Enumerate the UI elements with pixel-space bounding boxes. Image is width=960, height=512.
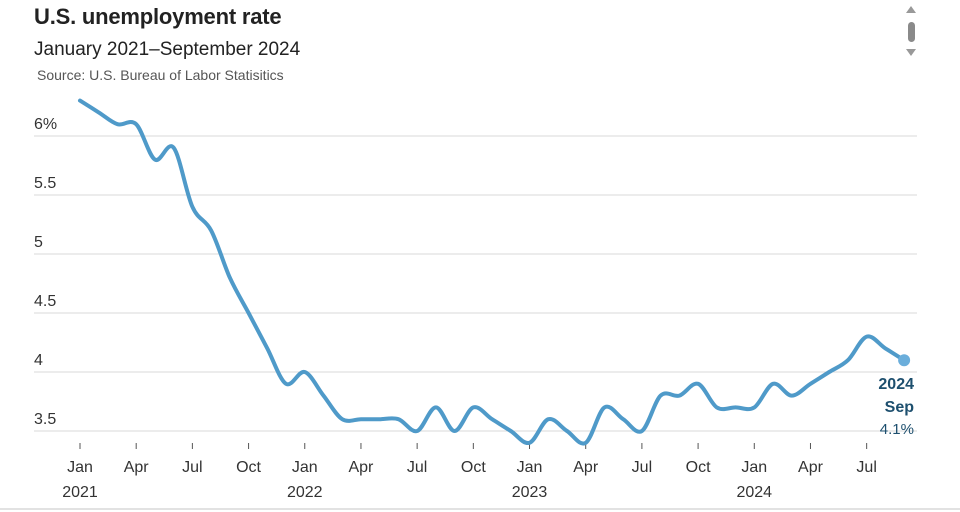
x-tick-label: Jul [632, 459, 652, 476]
end-label-year: 2024 [878, 376, 914, 393]
grid-lines [34, 135, 917, 432]
y-axis-ticks: 6% 5.5 5 4.5 4 3.5 [34, 116, 57, 428]
x-tick-label: Jan [67, 459, 93, 476]
x-tick-label: Oct [236, 459, 261, 476]
scroll-control[interactable] [903, 6, 921, 60]
x-tick-year: 2021 [62, 484, 98, 501]
x-tick-year: 2023 [512, 484, 548, 501]
scroll-thumb[interactable] [908, 22, 915, 42]
chart-source: Source: U.S. Bureau of Labor Statisitics [37, 67, 284, 83]
chart-title: U.S. unemployment rate [34, 4, 282, 29]
end-label-month: Sep [885, 399, 915, 416]
x-axis-ticks: Jan 2021 Apr Jul Oct Jan 2022 Apr Jul Oct Jan 2023 A… [62, 443, 877, 501]
x-tick-year: 2024 [736, 484, 772, 501]
y-tick-label: 5.5 [34, 175, 56, 192]
scroll-down-icon[interactable] [906, 49, 916, 56]
x-tick-label: Jan [741, 459, 767, 476]
scroll-up-icon[interactable] [906, 6, 916, 13]
y-tick-label: 4 [34, 352, 43, 369]
y-tick-label: 6% [34, 116, 57, 133]
end-data-point[interactable] [898, 354, 911, 367]
y-tick-label: 4.5 [34, 293, 56, 310]
x-tick-label: Jul [407, 459, 427, 476]
chart-subtitle: January 2021–September 2024 [34, 39, 301, 60]
x-tick-label: Apr [798, 459, 824, 476]
x-tick-label: Apr [124, 459, 150, 476]
end-label-value: 4.1% [880, 421, 914, 438]
x-tick-label: Jan [517, 459, 543, 476]
x-tick-label: Oct [686, 459, 711, 476]
x-tick-label: Apr [573, 459, 599, 476]
x-tick-year: 2022 [287, 484, 323, 501]
y-tick-label: 5 [34, 234, 43, 251]
x-tick-label: Apr [348, 459, 374, 476]
x-tick-label: Oct [461, 459, 486, 476]
x-tick-label: Jul [856, 459, 876, 476]
x-tick-label: Jul [182, 459, 202, 476]
x-tick-label: Jan [292, 459, 318, 476]
y-tick-label: 3.5 [34, 411, 56, 428]
unemployment-rate-line [78, 98, 907, 446]
